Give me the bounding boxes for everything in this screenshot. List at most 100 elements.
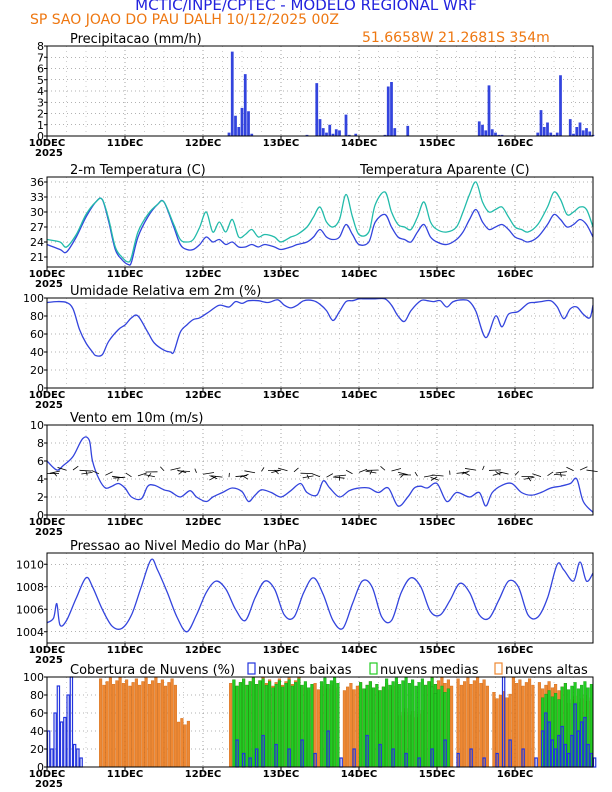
- cloud-mid-bar: [368, 681, 372, 768]
- x-tick-label: 13DEC: [263, 769, 299, 780]
- wind-arrow: [553, 473, 566, 476]
- precip-bar: [568, 119, 572, 136]
- cloud-high-bar: [170, 678, 174, 768]
- cloud-low-bar: [50, 748, 54, 768]
- wind-arrow: [430, 476, 438, 481]
- precip-bar: [227, 132, 231, 136]
- wind-arrow: [202, 472, 215, 475]
- plot-frame: [46, 676, 594, 768]
- x-tick-label: 13DEC: [263, 269, 299, 280]
- cloud-mid-bar: [362, 688, 366, 768]
- wind-arrow: [414, 471, 418, 477]
- x-tick-label: 15DEC: [419, 269, 455, 280]
- wind-arrow: [302, 475, 314, 479]
- precip-bar: [555, 132, 559, 136]
- cloud-mid-bar: [232, 679, 236, 768]
- cloud-high-bar: [131, 682, 135, 768]
- apparent-temp-legend: Temperatura Aparente (C): [359, 163, 530, 178]
- cloud-low-bar: [79, 757, 83, 768]
- wind-arrow: [293, 467, 299, 473]
- cloud-high-bar: [112, 684, 116, 768]
- cloud-high-bar: [511, 676, 515, 768]
- y-tick-label: 7: [37, 51, 44, 64]
- cloud-high-bar: [125, 679, 129, 768]
- series-line: [46, 197, 594, 266]
- wind-arrow: [579, 466, 588, 471]
- wind-arrow: [461, 470, 470, 475]
- wind-arrow: [547, 471, 554, 477]
- wind-arrow: [527, 476, 532, 482]
- cloud-low-bar: [69, 676, 74, 768]
- panel-wind: 0 2 4 6 8 10 10DEC 11DEC 12DEC 13DEC 14DEC 15DEC 16D…: [29, 411, 598, 538]
- precip-bar: [490, 129, 494, 136]
- panel-temperature: 21 24 27 30 33 36 10DEC 11DEC 12DEC 13DEC 14DEC 15D…: [29, 163, 594, 290]
- precip-bar: [585, 128, 588, 136]
- cloud-high-bar: [121, 683, 125, 768]
- plot-frame: [46, 297, 594, 389]
- y-tick-label: 40: [30, 725, 44, 738]
- y-tick-label: 10: [30, 419, 44, 432]
- x-tick-label: 16DEC: [497, 269, 533, 280]
- panel-title: Umidade Relativa em 2m (%): [70, 284, 261, 299]
- cloud-high-bar: [316, 689, 320, 768]
- wind-arrow: [194, 468, 197, 473]
- cloud-mid-bar: [424, 684, 428, 768]
- y-tick-label: 36: [30, 176, 44, 189]
- cloud-high-bar: [147, 684, 151, 768]
- x-tick-label: 11DEC: [107, 769, 143, 780]
- cloud-high-bar: [105, 681, 109, 768]
- precip-bar: [588, 131, 592, 136]
- cloud-high-bar: [167, 682, 171, 768]
- y-tick-label: 2: [37, 491, 44, 504]
- precip-bar: [477, 121, 481, 136]
- y-tick-label: 2: [37, 108, 44, 121]
- x-tick-label: 12DEC: [185, 269, 221, 280]
- precip-bar: [331, 133, 335, 136]
- cloud-high-bar: [476, 676, 480, 768]
- wind-arrow: [431, 474, 444, 477]
- wind-arrow: [209, 475, 218, 480]
- cloud-mid-bar: [248, 681, 252, 768]
- wind-arrow: [482, 465, 485, 471]
- legend-label: nuvens altas: [505, 663, 588, 678]
- precip-bar: [318, 119, 322, 136]
- precip-bar: [500, 134, 504, 136]
- y-tick-label: 21: [30, 251, 44, 264]
- cloud-low-bar: [534, 757, 538, 768]
- x-tick-label: 16DEC: [497, 517, 533, 528]
- wind-arrow: [498, 471, 509, 475]
- x-tick-label: 12DEC: [185, 645, 221, 656]
- cloud-high-bar: [505, 697, 509, 768]
- wind-arrow: [49, 470, 61, 474]
- x-tick-label: 11DEC: [107, 390, 143, 401]
- cloud-high-bar: [537, 682, 541, 768]
- cloud-mid-bar: [388, 684, 392, 768]
- panel-title: Pressao ao Nivel Medio do Mar (hPa): [70, 539, 307, 554]
- cloud-mid-bar: [307, 687, 311, 768]
- wind-arrow: [53, 471, 58, 477]
- cloud-high-bar: [524, 682, 528, 768]
- x-tick-label: 15DEC: [419, 390, 455, 401]
- cloud-high-bar: [128, 685, 132, 768]
- x-tick-label: 12DEC: [185, 769, 221, 780]
- precip-bar: [581, 130, 585, 136]
- legend-swatch: [369, 662, 378, 675]
- precip-bar: [230, 51, 234, 136]
- precip-bar: [546, 122, 549, 136]
- x-tick-label: 13DEC: [263, 645, 299, 656]
- wind-arrow: [391, 468, 402, 472]
- y-tick-label: 4: [37, 85, 44, 98]
- wind-arrow: [566, 466, 574, 471]
- precip-bar: [328, 124, 332, 136]
- wind-arrow: [209, 476, 217, 481]
- cloud-mid-bar: [268, 681, 272, 768]
- cloud-mid-bar: [271, 687, 275, 768]
- cloud-high-bar: [346, 686, 350, 768]
- cloud-mid-bar: [303, 681, 307, 768]
- x-tick-label: 15DEC: [419, 517, 455, 528]
- cloud-mid-bar: [294, 682, 298, 768]
- cloud-mid-bar: [420, 678, 424, 768]
- y-tick-label: 20: [30, 743, 44, 756]
- y-tick-label: 0: [37, 382, 44, 395]
